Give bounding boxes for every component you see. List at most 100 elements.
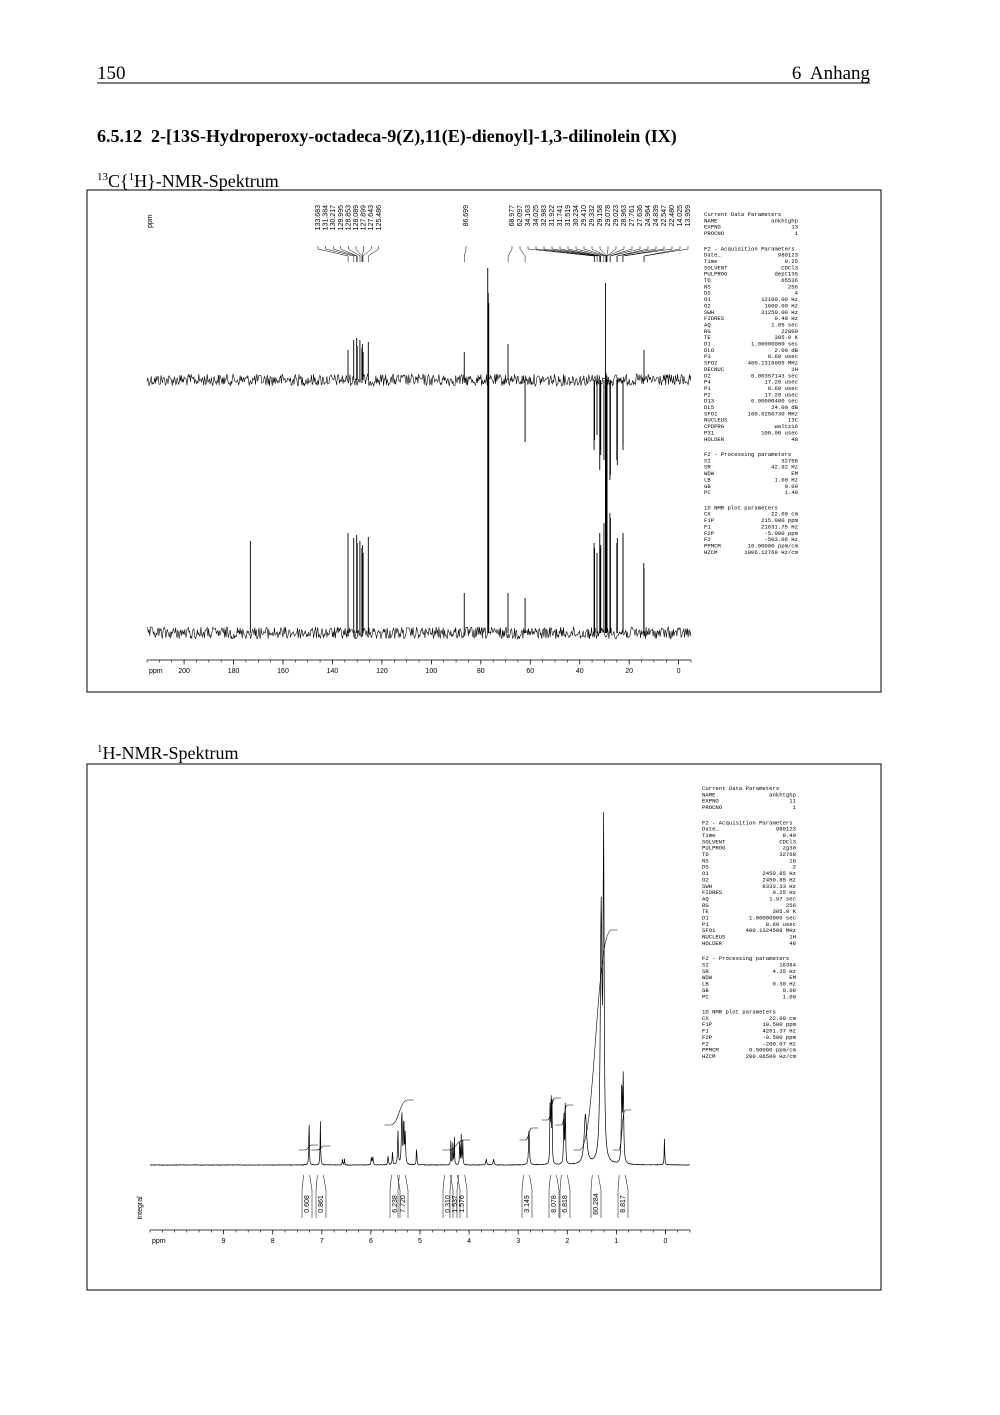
- parameter-key: FIDRES: [702, 889, 723, 896]
- parameter-key: HOLDER: [704, 436, 725, 443]
- axis-unit: ppm: [147, 214, 154, 228]
- peak-label: 29.158: [597, 205, 604, 227]
- peak-connector: [355, 246, 363, 262]
- spectrum-frame: [86, 763, 882, 1291]
- parameter-key: F1: [704, 523, 711, 530]
- parameter-value: 22.00 cm: [771, 511, 798, 518]
- integral-bracket: [397, 1174, 409, 1218]
- parameter-key: CX: [704, 511, 711, 518]
- dept-trace: [146, 372, 692, 387]
- parameter-value: 1: [793, 804, 797, 811]
- parameter-key: F2P: [702, 1034, 713, 1041]
- peak-label: 29.078: [605, 205, 612, 227]
- peak-label: 128.853: [345, 205, 352, 230]
- x-tick-label: 20: [625, 668, 633, 675]
- peak-label: 27.761: [629, 205, 636, 227]
- parameter-value: 31250.00 Hz: [761, 309, 798, 316]
- parameter-key: TE: [704, 334, 711, 341]
- parameter-value: 0.00: [783, 987, 797, 994]
- parameter-value: 0.50000 ppm/cm: [749, 1047, 797, 1054]
- parameter-value: 8.60 usec: [768, 353, 798, 360]
- parameter-value: 16: [789, 857, 796, 864]
- parameter-value: 1.00: [783, 993, 797, 1000]
- peak-connector: [616, 246, 657, 262]
- peak-connector: [599, 246, 607, 262]
- integral-bracket: [590, 1174, 602, 1218]
- parameter-key: HZCM: [702, 1053, 715, 1060]
- parameter-key: WDW: [704, 470, 715, 477]
- peak-label: 34.025: [533, 205, 540, 227]
- parameter-key: Time: [702, 832, 715, 839]
- integral-bracket: [301, 1174, 313, 1218]
- parameter-key: DECNUC: [704, 366, 725, 373]
- parameter-key: SR: [704, 464, 711, 471]
- parameter-value: zg30: [783, 845, 797, 852]
- spectrum-frame: [86, 189, 882, 693]
- parameter-group-title: Current Data Parameters: [702, 785, 779, 792]
- parameter-value: 400.1316005 MHz: [748, 360, 798, 367]
- parameter-value: 0.25 Hz: [773, 889, 797, 896]
- parameter-key: PPMCM: [702, 1047, 719, 1054]
- parameter-value: 4.35 Hz: [773, 968, 797, 975]
- parameter-value: 32768: [779, 851, 796, 858]
- parameter-value: 11: [789, 798, 796, 805]
- x-tick-label: 4: [467, 1238, 471, 1245]
- integral-label: 0.861: [318, 1195, 325, 1213]
- integral-bracket: [442, 1174, 454, 1218]
- parameter-key: DL5: [704, 404, 714, 411]
- integral-label: 7.720: [400, 1195, 407, 1213]
- parameter-value: EM: [789, 974, 796, 981]
- peak-connector: [362, 246, 372, 262]
- peak-label: 22.547: [661, 205, 668, 227]
- parameter-value: 0.00357143 sec: [751, 372, 798, 379]
- parameter-value: -0.500 ppm: [762, 1034, 796, 1041]
- parameter-value: -503.06 Hz: [764, 536, 798, 543]
- parameter-key: PPMCM: [704, 542, 721, 549]
- parameter-value: CDCl3: [779, 838, 796, 845]
- integral-caption: Integral: [137, 1196, 144, 1220]
- parameter-key: NS: [702, 857, 709, 864]
- integral-curve: [541, 1097, 561, 1121]
- peak-label: 31.741: [557, 205, 564, 227]
- parameter-value: 16384: [779, 962, 796, 969]
- parameter-group-title: F2 - Acquisition Parameters: [702, 819, 793, 826]
- parameter-key: DS: [702, 864, 709, 871]
- x-tick-label: 180: [228, 668, 240, 675]
- parameter-group-title: F2 - Processing parameters: [704, 451, 791, 458]
- parameter-value: 1006.12769 Hz/cm: [744, 549, 798, 556]
- peak-connector: [643, 246, 681, 262]
- parameter-value: CDCl3: [781, 264, 798, 271]
- peak-connector: [622, 246, 673, 262]
- parameter-key: F2: [704, 536, 711, 543]
- integral-label: 6.238: [392, 1195, 399, 1213]
- parameter-key: NUCLEUS: [702, 934, 726, 941]
- parameter-value: 32768: [781, 457, 798, 464]
- parameter-value: 1.00000000 sec: [751, 341, 798, 348]
- integral-label: 6.818: [562, 1195, 569, 1213]
- peak-connector: [527, 246, 595, 262]
- x-tick-label: 80: [477, 668, 485, 675]
- parameter-key: O2: [702, 876, 709, 883]
- integral-curve: [384, 1099, 414, 1126]
- parameter-key: SOLVENT: [702, 838, 726, 845]
- parameter-key: GB: [702, 987, 709, 994]
- parameter-group-title: Current Data Parameters: [704, 211, 781, 218]
- heading-text: H-NMR-Spektrum: [103, 743, 239, 763]
- integral-curve: [298, 1144, 318, 1151]
- parameter-value: 256: [788, 283, 798, 290]
- parameter-key: F2P: [704, 530, 715, 537]
- parameter-group-title: F2 - Processing parameters: [702, 955, 789, 962]
- x-tick-label: 5: [418, 1238, 422, 1245]
- parameter-key: D1: [704, 341, 711, 348]
- parameter-value: 22800: [781, 328, 798, 335]
- heading-text: H}-NMR-Spektrum: [134, 171, 279, 191]
- parameter-key: EXPNO: [704, 224, 721, 231]
- peak-label: 22.480: [669, 205, 676, 227]
- peak-connector: [591, 246, 607, 262]
- parameter-value: -5.000 ppm: [764, 530, 798, 537]
- peak-connector: [559, 246, 601, 262]
- parameter-value: 1H: [791, 366, 798, 373]
- parameter-key: P4: [704, 379, 711, 386]
- parameter-key: SWH: [704, 309, 714, 316]
